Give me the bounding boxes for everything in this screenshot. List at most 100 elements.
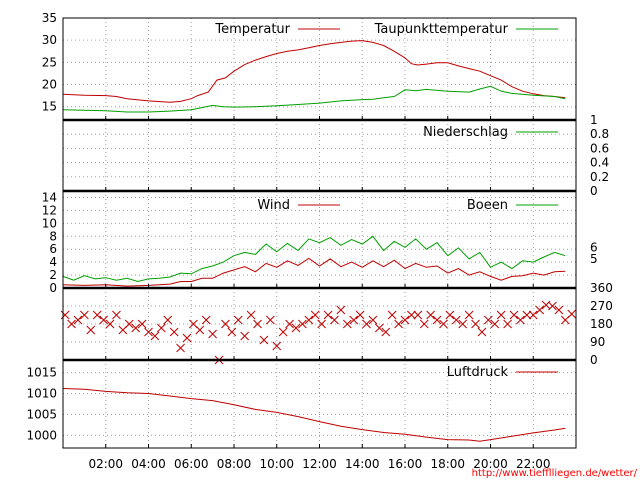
wind-direction-point [426,310,436,320]
wind-direction-point [73,315,83,325]
wind-direction-point [349,315,359,325]
wind-direction-point [407,310,416,320]
wind-direction-point [176,343,185,353]
wind-direction-point [394,319,403,329]
wind-direction-point [291,323,301,333]
wind-direction-point [112,310,121,320]
wind-direction-point [490,319,500,329]
wind-direction-point [368,315,378,325]
y-tick-label-right: 0.4 [590,156,609,170]
x-tick-label: 06:00 [174,457,209,471]
wind-direction-point [362,319,371,329]
y-tick-label-right: 360 [590,281,613,295]
y-tick-label-left: 1000 [26,428,57,442]
series-line-luftdruck [62,388,566,442]
wind-direction-point [163,315,173,325]
wind-direction-point [355,310,365,320]
wind-direction-point [374,323,384,333]
x-tick-label: 14:00 [345,457,380,471]
legend-label-wind: Wind [257,198,290,213]
y-tick-label-right: 0.6 [590,141,609,155]
wind-direction-point [285,319,294,329]
wind-direction-point [535,305,545,315]
wind-direction-point [137,319,147,329]
legend-label-niederschlag: Niederschlag [423,125,508,140]
wind-direction-point [272,341,282,351]
wind-direction-point [548,301,557,311]
wind-direction-point [439,319,448,329]
wind-direction-point [413,310,423,320]
y-tick-label-right: 0.2 [590,170,609,184]
wind-direction-point [496,310,506,320]
wind-direction-point [330,315,339,325]
y-tick-label-left: 14 [42,190,57,204]
x-tick-label: 22:00 [516,457,551,471]
wind-direction-point [464,310,474,320]
wind-direction-point [554,305,564,315]
wind-direction-point [432,315,442,325]
y-tick-label-left: 0 [49,281,57,295]
y-tick-label-left: 20 [42,78,57,92]
x-tick-label: 16:00 [388,457,423,471]
y-tick-label-right: 270 [590,299,613,313]
x-tick-label: 02:00 [88,457,123,471]
x-tick-label: 04:00 [131,457,166,471]
y-tick-label-left: 10 [42,216,57,230]
x-tick-label: 10:00 [259,457,294,471]
wind-direction-point [67,319,76,329]
y-tick-label-left: 1015 [26,366,57,380]
wind-direction-point [567,309,577,319]
x-tick-label: 12:00 [302,457,337,471]
y-tick-label-left: 1010 [26,387,57,401]
x-tick-label: 20:00 [473,457,508,471]
series-line-taupunkttemperatur [62,85,566,113]
wind-direction-point [233,315,243,325]
legend-label-luftdruck: Luftdruck [447,365,509,380]
wind-direction-point [381,327,391,337]
y-tick-label-left: 35 [42,11,57,25]
wind-direction-point [419,319,429,329]
wind-direction-point [451,315,461,325]
y-tick-label-left: 2 [49,268,57,282]
y-tick-label-right: 0.8 [590,127,609,141]
wind-direction-point [124,319,134,329]
wind-direction-point [131,323,141,333]
wind-direction-point [246,310,256,320]
wind-direction-point [253,319,262,329]
wind-direction-point [208,329,217,339]
y-tick-label-left: 25 [42,55,57,69]
y-tick-label-right: 180 [590,317,613,331]
y-tick-label-right: 5 [590,252,598,266]
wind-direction-point [240,331,250,341]
frame-layer [62,17,577,449]
text-layer: 02:00 04:00 06:00 08:00 10:00 12:00 14:00 16:00… [26,11,637,479]
wind-direction-point [298,319,307,329]
y-tick-label-left: 6 [49,242,57,256]
wind-direction-point [336,305,346,315]
y-tick-label-right: 1 [590,113,598,127]
wind-direction-point [156,323,166,333]
wind-direction-point [227,327,237,337]
wind-direction-point [195,325,205,335]
y-tick-label-left: 30 [42,33,57,47]
wind-direction-point [503,319,512,329]
wind-direction-point [400,315,410,325]
y-tick-label-left: 4 [49,255,57,269]
wind-direction-point [150,331,160,341]
wind-direction-point [99,315,108,325]
wind-direction-point [169,327,179,337]
y-tick-label-right: 0 [590,353,598,367]
series-line-boeen [62,235,566,283]
series-line-wind [62,257,566,287]
wind-direction-point [516,315,525,325]
wind-direction-point [80,310,89,320]
wind-direction-point [317,319,326,329]
wind-direction-point [484,315,493,325]
y-tick-label-left: 8 [49,229,57,243]
series-line-temperatur [62,40,566,103]
wind-direction-point [445,310,455,320]
wind-direction-point [60,310,70,320]
wind-direction-point [528,310,538,320]
wind-direction-point [144,327,153,337]
